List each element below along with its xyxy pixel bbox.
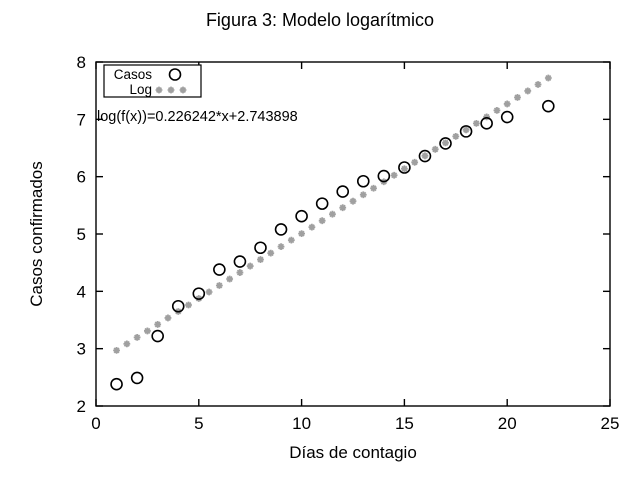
- casos-point: [500, 110, 514, 124]
- casos-point: [336, 185, 350, 198]
- casos-point: [398, 161, 411, 174]
- legend-log-marker-icon: [155, 86, 187, 94]
- y-tick-label: 4: [77, 282, 86, 301]
- casos-point: [439, 137, 452, 150]
- casos-point: [418, 149, 432, 163]
- casos-point: [213, 263, 226, 276]
- casos-point: [377, 169, 391, 183]
- casos-point: [171, 299, 185, 313]
- y-tick-label: 2: [77, 397, 86, 416]
- casos-point: [151, 329, 164, 343]
- casos-point: [480, 117, 493, 130]
- casos-point: [274, 223, 288, 236]
- x-tick-label: 15: [395, 414, 414, 433]
- y-axis-label: Casos confirmados: [27, 161, 46, 307]
- x-tick-label: 0: [91, 414, 100, 433]
- casos-point: [315, 197, 329, 210]
- chart-title: Figura 3: Modelo logarítmico: [205, 10, 435, 30]
- x-tick-label: 10: [292, 414, 311, 433]
- x-axis-label: Días de contagio: [289, 443, 417, 462]
- log-series: [113, 74, 552, 354]
- x-tick-label: 20: [498, 414, 517, 433]
- casos-point: [110, 377, 123, 391]
- casos-point: [295, 209, 308, 223]
- y-tick-label: 7: [77, 110, 86, 129]
- legend-label-log: Log: [129, 82, 152, 97]
- casos-series: [110, 99, 555, 391]
- casos-point: [233, 255, 247, 268]
- casos-point: [459, 125, 473, 138]
- legend-label-casos: Casos: [114, 67, 153, 82]
- legend-casos-marker-icon: [168, 68, 182, 81]
- casos-point: [356, 174, 370, 188]
- casos-point: [130, 371, 144, 385]
- fit-equation-annotation: log(f(x))=0.226242*x+2.743898: [97, 109, 298, 125]
- x-tick-label: 5: [194, 414, 203, 433]
- casos-point: [542, 99, 555, 113]
- casos-point: [192, 287, 206, 300]
- x-tick-label: 25: [601, 414, 620, 433]
- y-tick-label: 8: [77, 53, 86, 72]
- y-tick-label: 3: [77, 340, 86, 359]
- y-tick-label: 5: [77, 225, 86, 244]
- y-tick-label: 6: [77, 168, 86, 187]
- casos-point: [254, 241, 267, 255]
